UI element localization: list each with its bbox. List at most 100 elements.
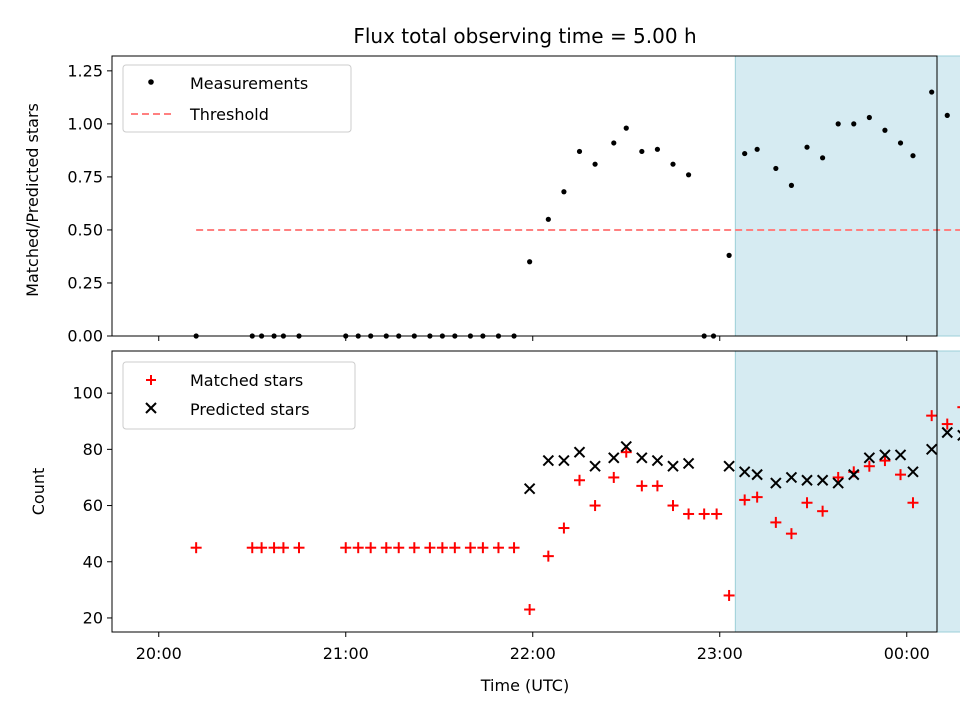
legend-matched-marker <box>146 375 156 385</box>
predicted-star-point <box>785 471 798 484</box>
matched-star-point <box>492 542 504 554</box>
matched-star-point <box>558 522 570 534</box>
matched-star-point <box>770 516 782 528</box>
matched-star-point <box>863 460 875 472</box>
predicted-star-point <box>542 454 555 467</box>
matched-star-point <box>277 542 289 554</box>
matched-star-point <box>246 542 258 554</box>
matched-star-point <box>723 589 735 601</box>
matched-star-point <box>589 500 601 512</box>
y-tick-label: 100 <box>72 384 103 403</box>
predicted-star-point <box>801 474 813 486</box>
matched-star-point <box>711 508 723 520</box>
matched-star-point <box>620 446 632 458</box>
legend-matched-label: Matched stars <box>190 371 303 390</box>
chart-title: Flux total observing time = 5.00 h <box>353 24 696 48</box>
y-tick-label: 0.25 <box>67 273 103 292</box>
matched-star-point <box>352 542 364 554</box>
bottom-axes-frame <box>111 350 938 633</box>
matched-star-point <box>393 542 405 554</box>
matched-star-point <box>785 528 797 540</box>
matched-star-point <box>941 418 953 430</box>
predicted-star-point <box>907 466 919 478</box>
measurement-point <box>804 144 810 150</box>
y-tick-label: 20 <box>83 608 103 627</box>
matched-star-point <box>739 494 751 506</box>
measurement-point <box>527 259 533 265</box>
measurement-point <box>944 112 950 118</box>
predicted-star-point <box>770 477 782 489</box>
measurement-point <box>670 161 676 167</box>
predicted-star-point <box>863 452 876 464</box>
measurement-point <box>866 114 872 121</box>
measurement-point <box>545 216 551 222</box>
matched-star-point <box>524 604 536 616</box>
matched-star-point <box>698 508 710 520</box>
y-tick-label: 0.00 <box>67 327 103 346</box>
measurement-point <box>788 182 795 188</box>
predicted-star-point <box>738 466 751 478</box>
measurement-point <box>592 161 598 167</box>
predicted-star-point <box>941 426 953 439</box>
matched-star-point <box>574 474 585 486</box>
measurement-point <box>685 172 692 178</box>
matched-star-point <box>683 508 695 520</box>
measurement-point <box>754 146 760 152</box>
y-tick-label: 40 <box>83 552 103 571</box>
measurement-point <box>639 148 645 155</box>
predicted-star-point <box>925 443 938 456</box>
measurement-point <box>773 165 779 172</box>
measurement-point <box>835 121 841 127</box>
matched-star-point <box>636 480 648 492</box>
y-tick-label: 60 <box>83 496 103 515</box>
matched-star-point <box>464 542 476 554</box>
predicted-star-point <box>832 477 844 489</box>
measurement-point <box>910 153 916 159</box>
legend-predicted-marker <box>145 402 157 414</box>
legend-measurements-label: Measurements <box>190 74 308 93</box>
predicted-star-point <box>848 468 860 481</box>
matched-star-point <box>895 469 907 481</box>
measurement-point <box>742 150 748 157</box>
x-axis-label: Time (UTC) <box>480 676 569 695</box>
legend-threshold-label: Threshold <box>189 105 269 124</box>
matched-star-point <box>268 542 280 554</box>
predicted-star-point <box>620 440 632 453</box>
bottom-legend: Matched stars Predicted stars <box>122 361 356 430</box>
matched-star-point <box>365 542 377 554</box>
y-tick-label: 1.00 <box>67 114 103 133</box>
predicted-star-point <box>816 474 829 486</box>
predicted-star-point <box>751 468 763 481</box>
measurement-point <box>576 148 583 155</box>
matched-star-point <box>508 542 520 554</box>
measurement-point <box>929 89 935 95</box>
predicted-star-point <box>608 452 620 464</box>
matched-star-point <box>751 491 763 503</box>
matched-star-point <box>190 542 202 554</box>
matched-star-point <box>667 500 679 512</box>
predicted-star-point <box>636 452 648 464</box>
predicted-star-point <box>723 460 735 472</box>
predicted-stars-series <box>523 426 960 495</box>
matched-star-point <box>436 542 448 554</box>
y-tick-label: 0.50 <box>67 220 103 239</box>
matched-star-point <box>256 542 268 554</box>
predicted-star-point <box>894 449 907 461</box>
top-x-ticks <box>158 336 908 341</box>
bottom-y-axis: 20 40 60 80 100 <box>72 384 112 627</box>
matched-star-point <box>608 471 620 483</box>
measurement-point <box>882 127 888 133</box>
observing-span-bottom <box>734 350 960 633</box>
matched-star-point <box>380 542 392 554</box>
predicted-star-point <box>523 482 536 495</box>
top-y-axis: 0.00 0.25 0.50 0.75 1.00 1.25 <box>67 61 112 346</box>
measurement-point <box>561 189 567 195</box>
x-tick-label: 20:00 <box>136 644 182 663</box>
predicted-star-point <box>573 446 586 458</box>
matched-star-point <box>477 542 489 554</box>
observing-span-top <box>734 55 960 337</box>
matched-star-point <box>449 542 461 554</box>
x-tick-label: 21:00 <box>323 644 369 663</box>
